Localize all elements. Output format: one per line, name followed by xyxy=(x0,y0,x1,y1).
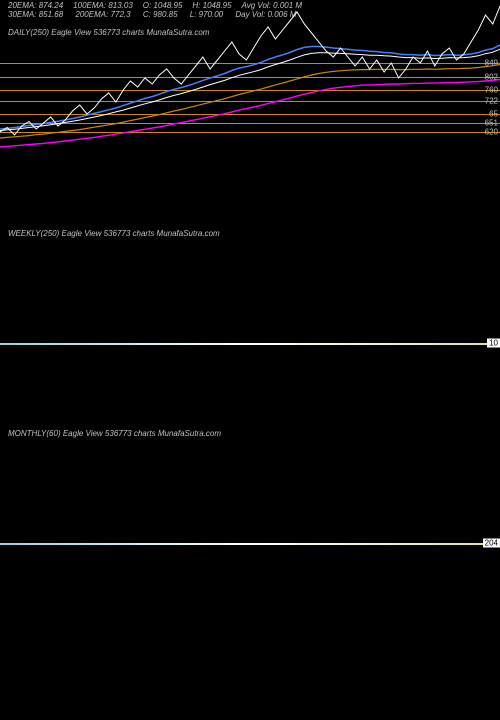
daily-chart-svg xyxy=(0,0,500,150)
monthly-label: MONTHLY(60) Eagle View 536773 charts Mun… xyxy=(8,429,221,438)
price-line xyxy=(0,6,500,135)
ema200-line xyxy=(0,80,500,148)
weekly-label: WEEKLY(250) Eagle View 536773 charts Mun… xyxy=(8,229,220,238)
weekly-price-badge: 10 xyxy=(487,339,500,348)
ema100-line xyxy=(0,65,500,139)
daily-chart-panel: 84980276072265651620 xyxy=(0,0,500,150)
monthly-separator xyxy=(0,543,500,545)
daily-label: DAILY(250) Eagle View 536773 charts Muna… xyxy=(8,28,209,37)
weekly-separator xyxy=(0,343,500,345)
monthly-price-badge: 204 xyxy=(483,539,500,548)
